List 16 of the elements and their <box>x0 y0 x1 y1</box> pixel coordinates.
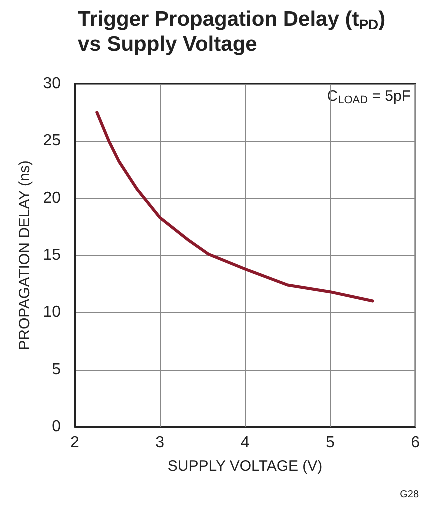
y-axis-title: PROPAGATION DELAY (ns) <box>16 160 34 350</box>
x-tick-label: 3 <box>156 434 165 452</box>
y-tick-label: 25 <box>43 132 62 150</box>
x-tick-label: 2 <box>70 434 80 452</box>
y-tick-label: 10 <box>43 304 62 322</box>
x-tick-label: 6 <box>411 434 420 452</box>
x-axis-title: SUPPLY VOLTAGE (V) <box>168 458 323 475</box>
x-tick-label: 4 <box>240 434 250 452</box>
x-tick-label: 5 <box>326 434 335 452</box>
y-tick-label: 15 <box>43 247 62 264</box>
y-tick-label: 0 <box>52 418 62 436</box>
y-tick-label: 5 <box>52 361 62 378</box>
y-tick-label: 30 <box>43 76 62 92</box>
text: G28 <box>400 490 420 500</box>
y-tick-label: 20 <box>43 190 62 207</box>
line-series <box>96 111 374 303</box>
